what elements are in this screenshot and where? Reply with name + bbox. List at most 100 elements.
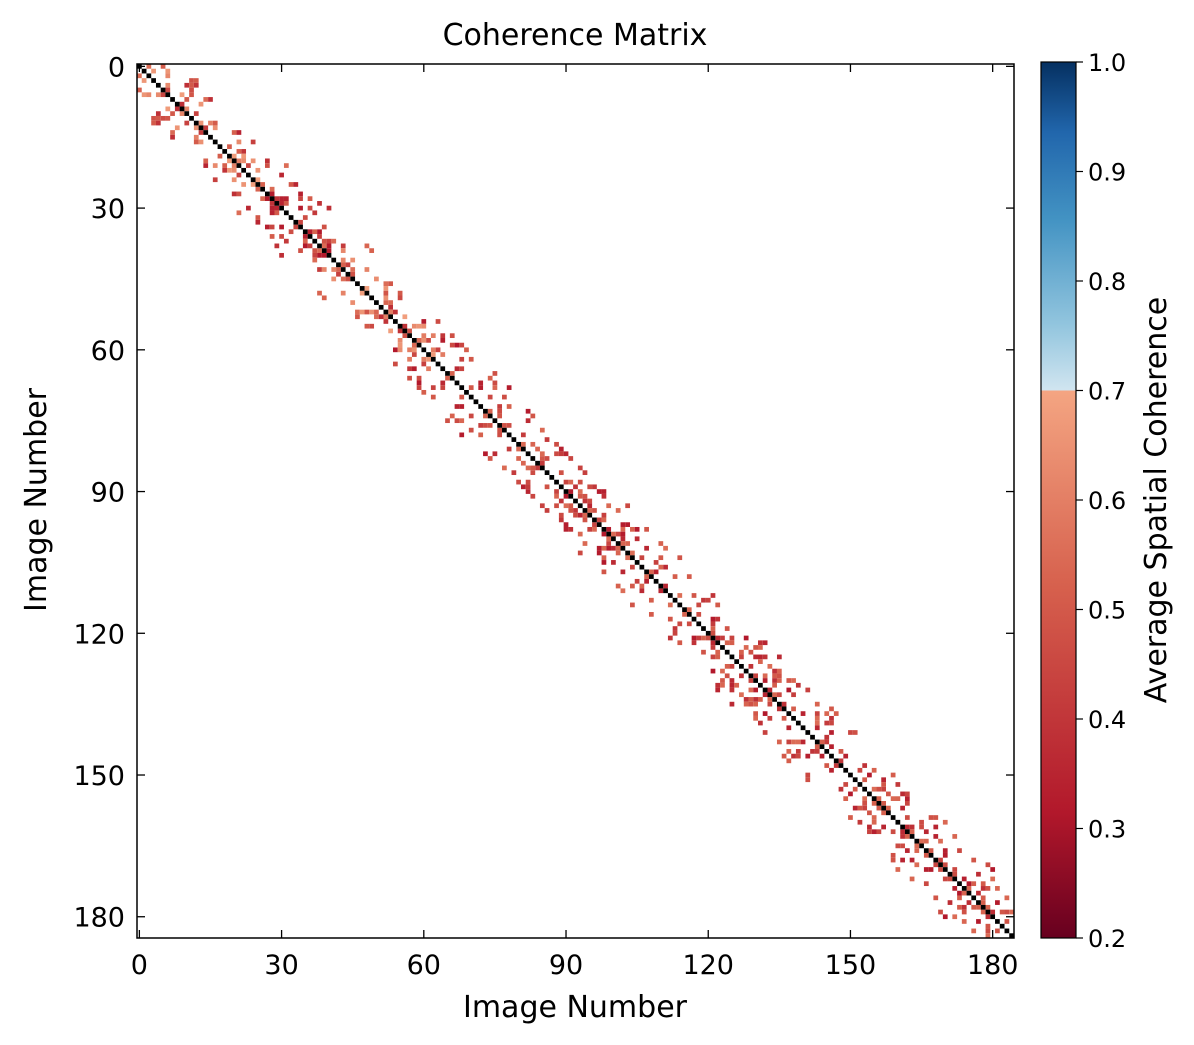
heatmap-cell [985, 914, 991, 920]
heatmap-cell [895, 796, 901, 801]
heatmap-cell [938, 838, 943, 844]
heatmap-cell [952, 886, 958, 891]
heatmap-cell [350, 300, 356, 305]
heatmap-cell [189, 92, 194, 98]
diagonal-cell [762, 687, 768, 693]
heatmap-cell [378, 314, 384, 320]
heatmap-cell [535, 465, 540, 471]
diagonal-cell [274, 201, 280, 206]
diagonal-cell [326, 252, 332, 258]
heatmap-cell [829, 720, 834, 726]
heatmap-cell [904, 796, 910, 801]
heatmap-cell [255, 167, 261, 173]
diagonal-cell [625, 550, 631, 556]
diagonal-cell [160, 87, 166, 93]
heatmap-cell [791, 692, 796, 698]
y-axis-label: Image Number [19, 387, 54, 612]
heatmap-cell [795, 739, 801, 745]
colorbar-tick-label: 0.2 [1088, 925, 1126, 953]
heatmap-cell [554, 489, 559, 494]
heatmap-cell [829, 715, 834, 721]
heatmap-cell [620, 588, 626, 594]
heatmap-cell [985, 886, 991, 891]
heatmap-cell [165, 106, 171, 112]
heatmap-cell [791, 706, 796, 712]
heatmap-cell [302, 238, 308, 244]
heatmap-cell [340, 290, 346, 296]
diagonal-cell [340, 267, 346, 272]
heatmap-cell [558, 451, 564, 457]
heatmap-cell [298, 196, 303, 201]
diagonal-cell [630, 555, 635, 561]
heatmap-cell [421, 356, 427, 362]
heatmap-cell [748, 649, 754, 655]
diagonal-cell [222, 149, 228, 154]
heatmap-cell [625, 555, 631, 561]
heatmap-cell [374, 309, 379, 315]
heatmap-cell [193, 139, 199, 145]
heatmap-cell [748, 678, 754, 683]
heatmap-cell [326, 248, 332, 253]
heatmap-cell [317, 201, 322, 206]
heatmap-cell [383, 286, 389, 291]
heatmap-cell [857, 805, 863, 811]
heatmap-cell [696, 612, 702, 617]
heatmap-cell [369, 323, 375, 329]
diagonal-cell [772, 697, 777, 702]
heatmap-cell [421, 361, 427, 367]
heatmap-cell [867, 772, 872, 778]
heatmap-cell [530, 493, 536, 499]
heatmap-cell [577, 465, 583, 471]
heatmap-cell [160, 115, 166, 121]
x-tick-label: 30 [264, 950, 298, 981]
heatmap-cell [539, 456, 545, 461]
heatmap-cell [743, 697, 749, 702]
heatmap-cell [506, 404, 512, 409]
heatmap-cell [392, 361, 398, 367]
heatmap-cell [492, 451, 498, 457]
heatmap-cell [648, 597, 654, 603]
heatmap-cell [568, 508, 574, 513]
heatmap-cell [165, 115, 171, 121]
heatmap-cell [435, 347, 441, 353]
heatmap-cell [302, 234, 308, 239]
heatmap-cell [729, 640, 735, 646]
heatmap-cell [520, 484, 526, 490]
heatmap-cell [487, 423, 493, 428]
heatmap-cell [729, 663, 735, 669]
heatmap-cell [487, 394, 493, 400]
heatmap-cell [980, 895, 986, 901]
diagonal-cell [663, 588, 668, 594]
heatmap-cell [890, 829, 896, 835]
heatmap-cell [805, 772, 811, 778]
heatmap-cell [914, 862, 920, 868]
heatmap-cell [506, 446, 512, 452]
heatmap-cell [990, 909, 996, 915]
diagonal-cell [900, 824, 905, 830]
diagonal-cell [189, 115, 194, 121]
heatmap-cell [947, 876, 953, 882]
heatmap-cell [833, 763, 839, 768]
heatmap-cell [269, 224, 275, 230]
heatmap-cell [402, 333, 408, 339]
heatmap-cell [582, 470, 588, 476]
heatmap-cell [388, 309, 393, 315]
diagonal-cell [615, 541, 621, 546]
heatmap-cell [492, 385, 498, 390]
heatmap-cell [165, 87, 171, 93]
heatmap-cell [250, 182, 256, 187]
colorbar [1040, 61, 1077, 939]
heatmap-cell [620, 541, 626, 546]
heatmap-cell [795, 682, 801, 688]
diagonal-cell [255, 182, 261, 187]
heatmap-cell [558, 446, 564, 452]
heatmap-cell [283, 163, 289, 168]
heatmap-cell [411, 342, 417, 348]
heatmap-cell [881, 800, 886, 806]
heatmap-cell [298, 205, 303, 211]
diagonal-cell [852, 777, 858, 783]
diagonal-cell [525, 451, 531, 457]
heatmap-cell [933, 895, 939, 901]
diagonal-cell [473, 399, 479, 405]
heatmap-cell [402, 323, 408, 329]
